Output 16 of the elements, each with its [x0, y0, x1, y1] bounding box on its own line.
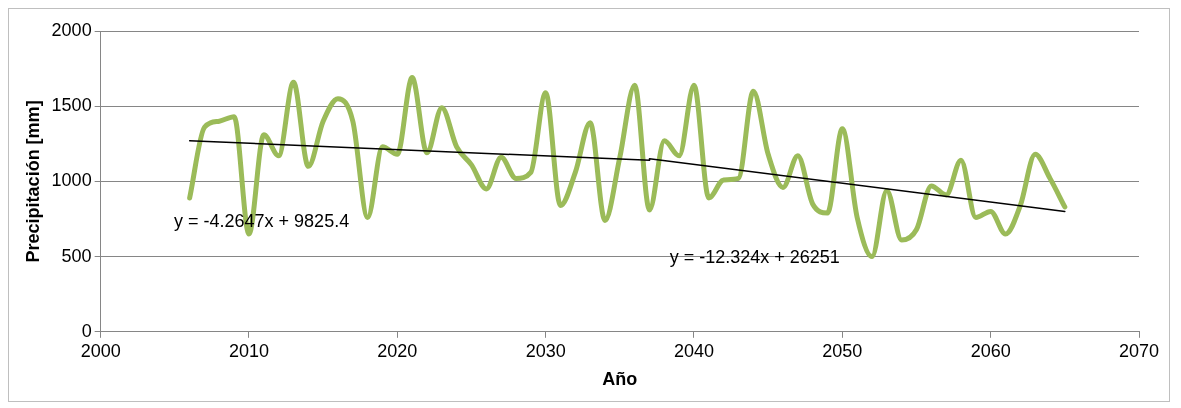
- x-tick-label: 2020: [377, 340, 418, 361]
- annotation: y = -12.324x + 26251: [669, 247, 840, 268]
- x-tick-label: 2000: [80, 340, 121, 361]
- x-tick-label: 2060: [970, 340, 1011, 361]
- y-tick-label: 2000: [51, 19, 92, 40]
- y-tick-label: 500: [61, 245, 92, 266]
- x-tick-label: 2070: [1118, 340, 1160, 361]
- y-axis-title: Precipitación [mm]: [22, 100, 43, 263]
- x-axis-title: Año: [602, 369, 638, 390]
- y-tick-label: 0: [81, 320, 92, 341]
- y-tick-label: 1500: [51, 95, 92, 116]
- x-tick-label: 2030: [525, 340, 566, 361]
- x-tick-label: 2050: [822, 340, 863, 361]
- x-tick-label: 2010: [228, 340, 269, 361]
- y-tick-label: 1000: [51, 170, 92, 191]
- x-tick-label: 2040: [673, 340, 715, 361]
